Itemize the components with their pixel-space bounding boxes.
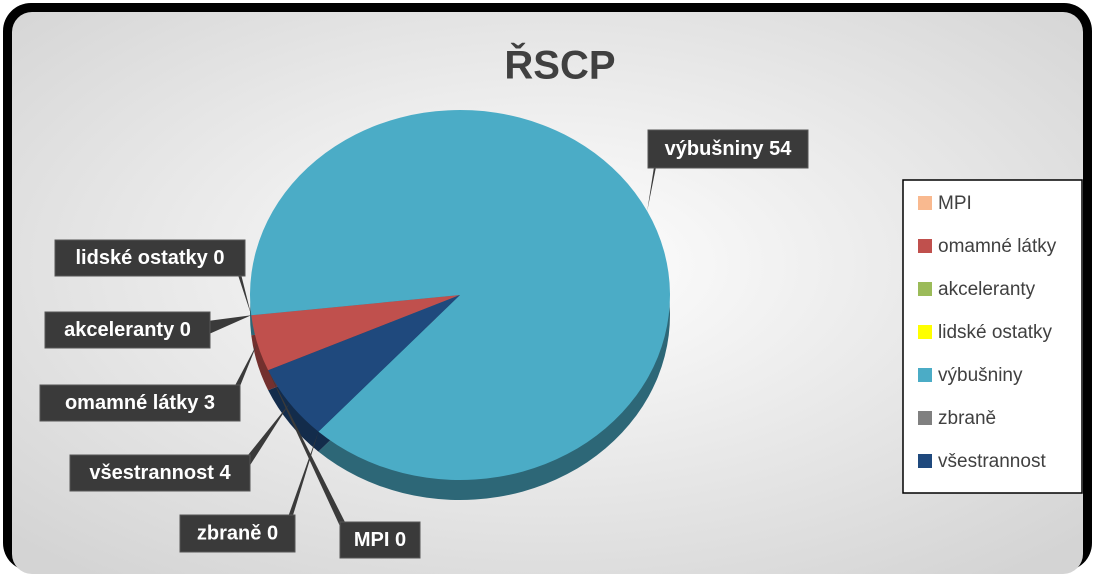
legend-label: zbraně (938, 408, 996, 429)
legend-swatch (918, 325, 932, 339)
data-label-value: 0 (180, 319, 191, 341)
legend-label: MPI (938, 193, 972, 214)
legend-label: všestrannost (938, 451, 1046, 472)
data-label-box (54, 239, 246, 277)
legend-label: akceleranty (938, 279, 1036, 300)
leader-line (647, 141, 658, 212)
data-label-box (69, 454, 251, 492)
data-label: MPI 0 (354, 529, 406, 551)
legend-swatch (918, 239, 932, 253)
data-label: zbraně 0 (197, 523, 278, 545)
data-label-name: výbušniny (665, 138, 765, 160)
leader-line (285, 431, 319, 542)
legend-swatch (918, 196, 932, 210)
legend-swatch (918, 454, 932, 468)
data-label-box (39, 384, 241, 422)
leader-line (240, 403, 290, 481)
leader-line (200, 315, 252, 338)
data-label-name: všestrannost (89, 462, 214, 484)
data-label-box (339, 521, 421, 559)
slice (250, 109, 671, 481)
legend-label: omamné látky (938, 236, 1057, 257)
chart-title: ŘSCP (504, 42, 615, 88)
legend-label: lidské ostatky (938, 322, 1053, 343)
legend-swatch (918, 368, 932, 382)
slice (251, 295, 460, 371)
data-label-box (44, 311, 211, 349)
legend (902, 179, 1083, 494)
data-label: lidské ostatky 0 (76, 247, 225, 269)
leader-line (230, 343, 258, 411)
data-label-value: 54 (769, 138, 792, 160)
data-label-name: omamné látky (65, 392, 199, 414)
data-label-box (647, 129, 809, 169)
data-label-value: 4 (219, 462, 231, 484)
data-label-box (179, 514, 296, 553)
data-label-value: 0 (267, 523, 278, 545)
leader-line (235, 250, 252, 316)
data-label-value: 0 (213, 247, 224, 269)
data-label-name: zbraně (197, 523, 261, 545)
data-label-value: 3 (204, 392, 215, 414)
slice (268, 295, 460, 432)
legend-swatch (918, 411, 932, 425)
legend-swatch (918, 282, 932, 296)
data-label-name: akceleranty (64, 319, 175, 341)
data-label: výbušniny 54 (665, 138, 793, 160)
data-label-name: MPI (354, 529, 390, 551)
data-label: akceleranty 0 (64, 319, 191, 341)
data-label: omamné látky 3 (65, 392, 215, 414)
data-label-name: lidské ostatky (76, 247, 209, 269)
data-label-value: 0 (395, 529, 406, 551)
legend-label: výbušniny (938, 365, 1023, 386)
data-label: všestrannost 4 (89, 462, 231, 484)
